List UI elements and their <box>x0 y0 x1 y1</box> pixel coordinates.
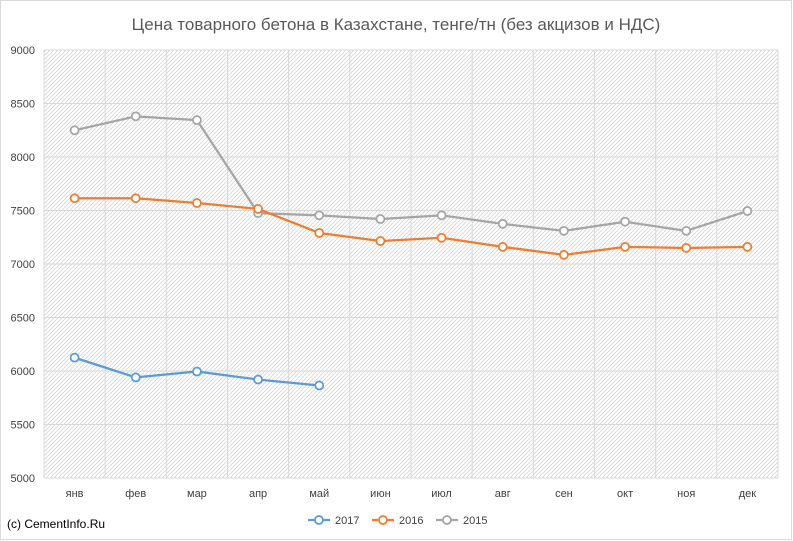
data-point <box>130 111 141 122</box>
legend-item-2016: 2016 <box>372 515 423 527</box>
data-point <box>620 216 630 227</box>
x-tick-label: ноя <box>677 488 695 500</box>
data-point <box>497 242 508 252</box>
series-2016 <box>69 193 753 260</box>
y-tick-label: 9000 <box>11 45 35 57</box>
x-tick-label: дек <box>739 488 757 500</box>
data-point <box>192 115 202 125</box>
data-point <box>69 352 80 363</box>
data-point <box>375 236 386 246</box>
data-point <box>497 219 508 229</box>
data-point <box>192 366 202 377</box>
data-point <box>130 193 141 204</box>
legend-item-2015: 2015 <box>436 515 487 527</box>
data-point <box>192 198 202 208</box>
x-tick-label: окт <box>617 488 633 500</box>
x-tick-label: апр <box>249 488 267 500</box>
series-line <box>74 197 748 257</box>
data-point <box>559 225 569 236</box>
data-point <box>130 372 141 383</box>
data-point <box>681 243 692 253</box>
y-tick-label: 7500 <box>11 206 35 218</box>
x-tick-label: июн <box>370 488 390 500</box>
y-tick-label: 8000 <box>11 152 35 164</box>
x-tick-label: фев <box>125 488 146 500</box>
data-point <box>742 206 753 216</box>
data-point <box>436 232 447 243</box>
x-tick-label: июл <box>431 488 452 500</box>
x-tick-label: мар <box>187 488 207 500</box>
y-tick-label: 5500 <box>11 420 35 432</box>
data-point <box>314 228 325 238</box>
y-tick-label: 6500 <box>11 313 35 325</box>
legend-item-2017: 2017 <box>308 515 359 527</box>
x-tick-label: май <box>309 488 329 500</box>
y-tick-label: 8500 <box>11 99 35 111</box>
legend-label: 2017 <box>335 515 359 527</box>
data-point <box>375 214 386 224</box>
data-point <box>314 380 325 391</box>
data-point <box>314 210 325 221</box>
x-tick-label: сен <box>555 488 573 500</box>
legend-marker <box>314 515 324 525</box>
x-tick-label: авг <box>495 488 511 500</box>
series-2017 <box>69 352 325 391</box>
data-point <box>742 242 753 252</box>
legend-label: 2016 <box>399 515 423 527</box>
data-point <box>681 225 692 236</box>
legend-marker <box>442 515 452 525</box>
data-point <box>559 250 569 260</box>
x-tick-label: янв <box>66 488 84 500</box>
chart-title: Цена товарного бетона в Казахстане, тенг… <box>132 15 661 34</box>
data-point <box>436 210 447 221</box>
source-credit: (c) CementInfo.Ru <box>7 517 106 531</box>
data-point <box>69 193 80 204</box>
legend-marker <box>378 515 388 525</box>
data-point <box>620 242 630 252</box>
series-line <box>74 115 748 232</box>
y-tick-label: 6000 <box>11 366 35 378</box>
legend-label: 2015 <box>463 515 487 527</box>
data-point <box>253 374 263 385</box>
series-2015 <box>69 111 753 236</box>
data-point <box>253 204 263 214</box>
y-tick-label: 7000 <box>11 259 35 271</box>
data-point <box>69 125 80 136</box>
y-tick-label: 5000 <box>11 473 35 485</box>
